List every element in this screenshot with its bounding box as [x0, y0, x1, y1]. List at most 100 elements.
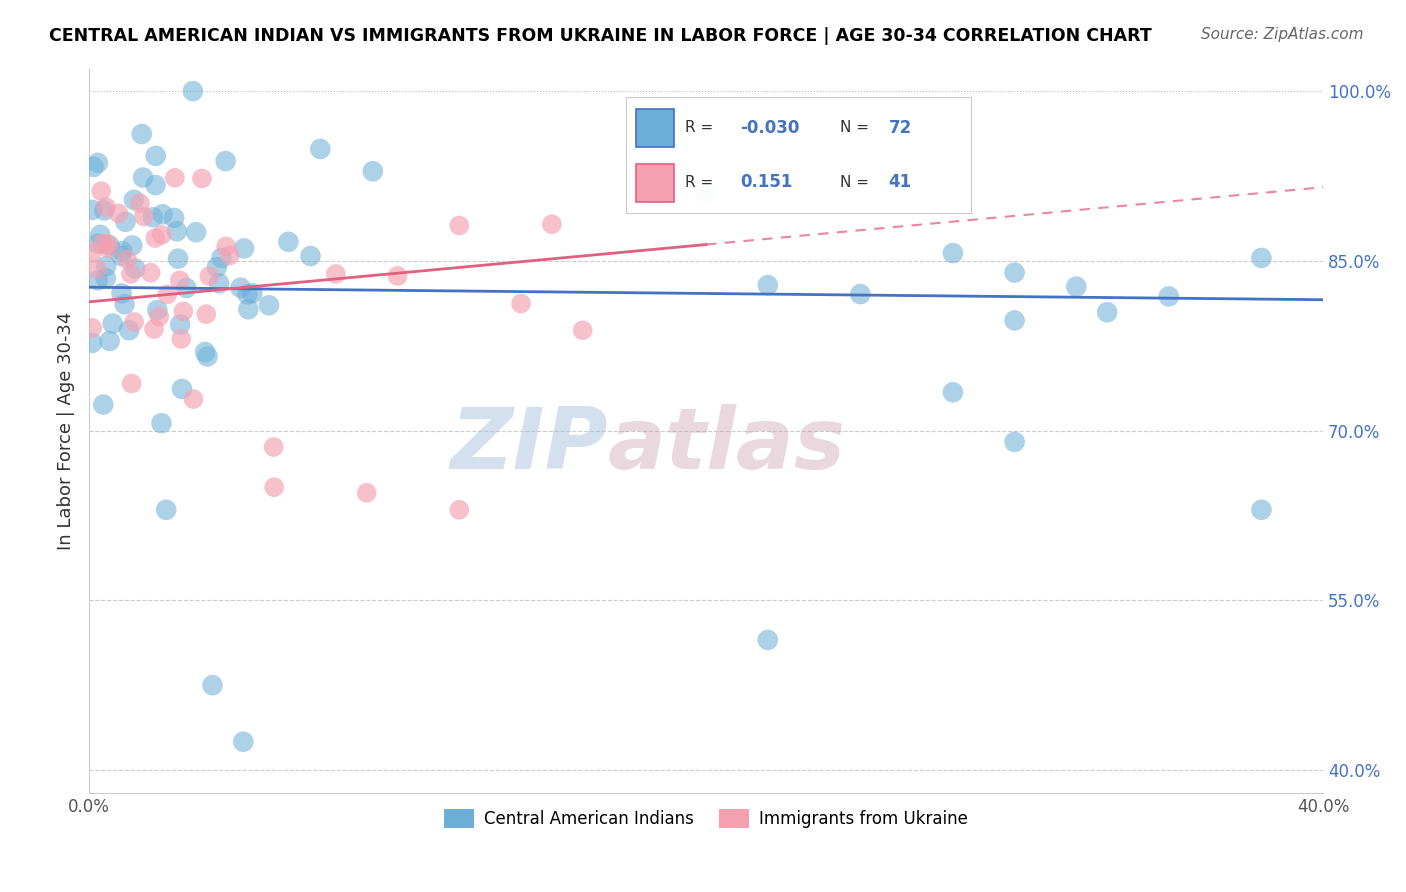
Point: [132, 210, 155, 224]
Point: [167, 252, 190, 266]
Point: [91, 398, 114, 412]
Point: [236, 287, 259, 301]
Point: [152, 207, 174, 221]
Point: [148, 310, 170, 324]
Point: [942, 246, 965, 260]
Point: [132, 170, 155, 185]
Point: [229, 281, 252, 295]
Point: [87, 236, 110, 251]
Point: [96, 259, 118, 273]
Point: [82, 245, 104, 260]
Point: [122, 315, 145, 329]
Point: [82, 321, 104, 335]
Point: [163, 170, 186, 185]
Point: [849, 287, 872, 301]
Point: [240, 286, 263, 301]
Point: [263, 440, 285, 454]
Point: [195, 307, 218, 321]
Point: [540, 217, 562, 231]
Point: [115, 252, 138, 267]
Point: [172, 304, 194, 318]
Point: [142, 211, 165, 225]
Point: [93, 203, 115, 218]
Point: [215, 239, 238, 253]
Point: [143, 231, 166, 245]
Point: [1095, 305, 1118, 319]
Point: [121, 376, 143, 391]
Point: [756, 278, 779, 293]
Point: [94, 200, 117, 214]
Point: [110, 286, 132, 301]
Point: [107, 206, 129, 220]
Point: [1004, 266, 1026, 280]
Text: ZIP: ZIP: [450, 403, 607, 486]
Point: [181, 84, 204, 98]
Text: Source: ZipAtlas.com: Source: ZipAtlas.com: [1201, 27, 1364, 42]
Point: [1250, 251, 1272, 265]
Point: [90, 184, 112, 198]
Point: [155, 503, 177, 517]
Point: [299, 249, 322, 263]
Point: [169, 273, 191, 287]
Point: [325, 267, 347, 281]
Point: [98, 238, 121, 252]
Point: [233, 241, 256, 255]
Point: [82, 202, 104, 217]
Point: [1004, 313, 1026, 327]
Legend: Central American Indians, Immigrants from Ukraine: Central American Indians, Immigrants fro…: [437, 803, 974, 835]
Point: [238, 302, 260, 317]
Point: [942, 385, 965, 400]
Point: [98, 334, 121, 348]
Point: [120, 267, 142, 281]
Point: [361, 164, 384, 178]
Point: [118, 323, 141, 337]
Point: [1004, 434, 1026, 449]
Point: [449, 503, 471, 517]
Point: [97, 241, 120, 255]
Point: [114, 215, 136, 229]
Point: [121, 238, 143, 252]
Point: [145, 149, 167, 163]
Point: [695, 186, 717, 200]
Point: [114, 297, 136, 311]
Point: [449, 219, 471, 233]
Point: [387, 268, 409, 283]
Point: [571, 323, 593, 337]
Point: [191, 171, 214, 186]
Point: [170, 382, 193, 396]
Point: [214, 154, 236, 169]
Point: [146, 303, 169, 318]
Point: [156, 287, 179, 301]
Point: [122, 193, 145, 207]
Point: [356, 485, 378, 500]
Point: [86, 273, 108, 287]
Point: [232, 735, 254, 749]
Y-axis label: In Labor Force | Age 30-34: In Labor Force | Age 30-34: [58, 311, 75, 549]
Point: [176, 281, 198, 295]
Point: [277, 235, 299, 249]
Point: [150, 227, 173, 242]
Point: [169, 318, 191, 332]
Point: [89, 227, 111, 242]
Point: [86, 262, 108, 277]
Point: [309, 142, 332, 156]
Point: [209, 251, 232, 265]
Point: [87, 156, 110, 170]
Point: [150, 416, 173, 430]
Point: [201, 678, 224, 692]
Point: [263, 480, 285, 494]
Point: [257, 298, 280, 312]
Point: [143, 322, 166, 336]
Point: [163, 211, 186, 225]
Point: [208, 277, 231, 291]
Point: [218, 248, 240, 262]
Point: [205, 260, 228, 275]
Point: [94, 271, 117, 285]
Text: atlas: atlas: [607, 403, 845, 486]
Point: [197, 350, 219, 364]
Point: [170, 332, 193, 346]
Point: [145, 178, 167, 192]
Point: [194, 345, 217, 359]
Point: [96, 236, 118, 251]
Point: [83, 160, 105, 174]
